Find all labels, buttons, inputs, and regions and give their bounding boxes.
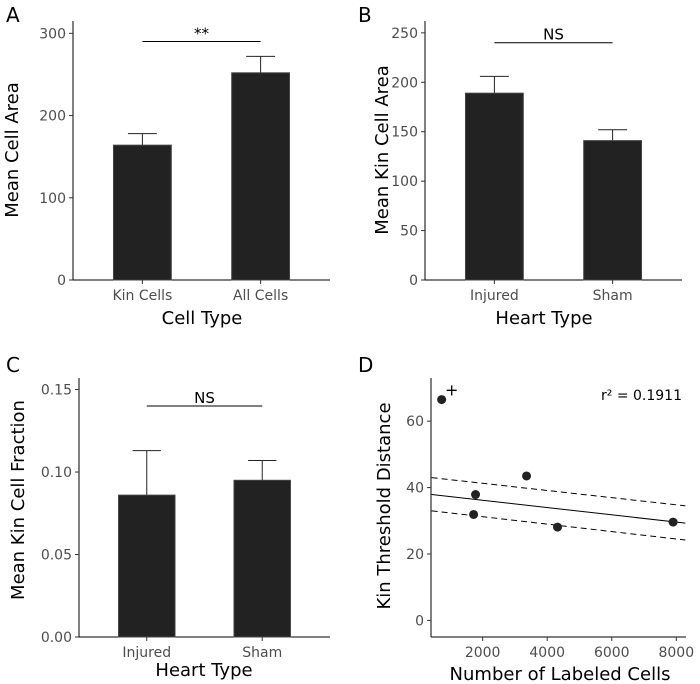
data-point xyxy=(668,517,678,527)
significance-label: ** xyxy=(194,25,210,43)
significance-label: NS xyxy=(543,26,564,44)
y-tick-label: 0.05 xyxy=(41,548,72,564)
y-tick-label: 250 xyxy=(391,26,418,42)
ci-upper-line xyxy=(431,477,686,507)
y-tick-label: 300 xyxy=(39,26,66,42)
y-axis-title: Mean Cell Area xyxy=(2,82,23,218)
bar xyxy=(233,479,291,638)
data-point xyxy=(471,490,481,500)
y-tick-label: 0 xyxy=(409,273,418,289)
y-axis-title: Mean Kin Cell Area xyxy=(372,65,393,235)
bar xyxy=(112,144,172,281)
r-squared-annotation: r² = 0.1911 xyxy=(601,388,682,404)
y-axis-title: Mean Kin Cell Fraction xyxy=(8,400,29,600)
data-point xyxy=(553,522,563,532)
y-tick-label: 200 xyxy=(39,109,66,125)
y-tick-label: 0 xyxy=(57,273,66,289)
panel-label: D xyxy=(358,353,373,377)
x-tick-label: Sham xyxy=(242,645,282,661)
x-tick-label: 4000 xyxy=(529,645,565,661)
x-tick-label: Sham xyxy=(593,288,633,304)
y-tick-label: 0.10 xyxy=(41,465,72,481)
fit-line xyxy=(431,494,686,524)
y-tick-label: 100 xyxy=(39,191,66,207)
y-tick-label: 60 xyxy=(406,414,424,430)
x-tick-label: 2000 xyxy=(465,645,501,661)
data-point xyxy=(522,471,532,481)
bar xyxy=(231,72,291,281)
y-tick-label: 200 xyxy=(391,75,418,91)
outlier-marker: + xyxy=(445,381,458,400)
data-point xyxy=(437,395,447,405)
x-tick-label: Kin Cells xyxy=(112,288,172,304)
data-point xyxy=(469,509,479,519)
y-axis-title: Kin Threshold Distance xyxy=(374,402,395,609)
x-axis-title: Heart Type xyxy=(495,308,592,329)
bar xyxy=(118,494,176,638)
y-tick-label: 0 xyxy=(415,613,424,629)
x-tick-label: All Cells xyxy=(233,288,288,304)
significance-label: NS xyxy=(194,389,215,407)
x-tick-label: Injured xyxy=(122,645,171,661)
y-tick-label: 40 xyxy=(406,481,424,497)
x-axis-title: Cell Type xyxy=(162,308,243,329)
y-tick-label: 50 xyxy=(400,224,418,240)
y-tick-label: 20 xyxy=(406,547,424,563)
y-tick-label: 100 xyxy=(391,174,418,190)
panel-label: A xyxy=(6,3,20,27)
panel-label: C xyxy=(6,353,20,377)
y-tick-label: 0.00 xyxy=(41,630,72,646)
x-tick-label: 8000 xyxy=(658,645,694,661)
x-axis-title: Number of Labeled Cells xyxy=(450,664,671,684)
x-tick-label: Injured xyxy=(470,288,519,304)
bar xyxy=(583,140,643,281)
y-tick-label: 150 xyxy=(391,125,418,141)
y-tick-label: 0.15 xyxy=(41,383,72,399)
x-axis-title: Heart Type xyxy=(155,660,252,681)
bar xyxy=(464,92,524,281)
panel-label: B xyxy=(358,3,372,27)
x-tick-label: 6000 xyxy=(594,645,630,661)
